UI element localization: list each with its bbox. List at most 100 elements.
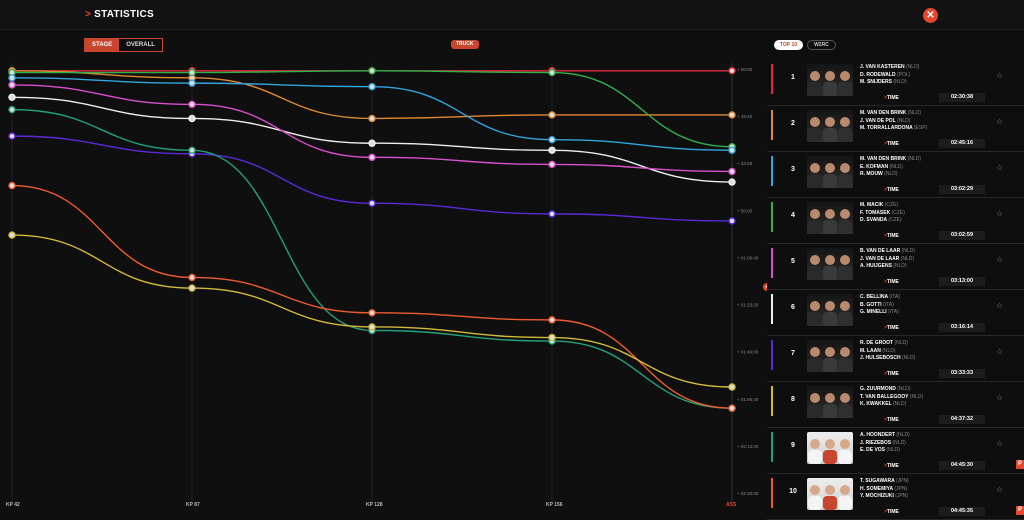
tab-top-10[interactable]: TOP 10: [774, 40, 804, 50]
crew-member: A. HOONDERT (NLD): [860, 432, 910, 440]
data-point[interactable]: [368, 82, 376, 91]
crew-names: M. VAN DEN BRINK (NLD) J. VAN DE POL (NLD…: [860, 110, 927, 133]
crew-member-nationality: (NLD): [897, 386, 911, 392]
data-point[interactable]: [548, 135, 556, 144]
crew-member: M. SNIJDERS (NLD): [860, 79, 919, 87]
favorite-star-icon[interactable]: ☆: [996, 347, 1004, 356]
time-label-text: TIME: [886, 95, 899, 101]
crew-names: J. VAN KASTEREN (NLD) D. RODEWALD (POL) M.…: [860, 64, 919, 87]
data-point[interactable]: [548, 146, 556, 154]
standings-row[interactable]: 7 R. DE GROOT (NLD) M. LAAN (NLD) J. HULSEB…: [767, 337, 1024, 382]
favorite-star-icon[interactable]: ☆: [996, 163, 1004, 172]
crew-member-name: E. DE VOS: [860, 447, 887, 453]
crew-names: B. VAN DE LAAR (NLD) J. VAN DE LAAR (NLD)…: [860, 248, 915, 271]
position-number: 5: [791, 258, 795, 265]
data-point[interactable]: [728, 178, 736, 186]
crew-photo: [807, 432, 853, 464]
time-label-arrow: >: [884, 371, 887, 377]
data-point[interactable]: [728, 217, 736, 225]
data-point[interactable]: [188, 284, 196, 292]
data-point[interactable]: [188, 273, 196, 282]
data-point[interactable]: [368, 323, 376, 331]
crew-photo: [807, 156, 853, 188]
data-point[interactable]: [368, 114, 376, 123]
time-label-text: TIME: [886, 325, 899, 331]
standings-row[interactable]: 2 M. VAN DEN BRINK (NLD) J. VAN DE POL (NL…: [767, 107, 1024, 152]
data-point[interactable]: [8, 105, 16, 114]
stage-button[interactable]: STAGE: [85, 39, 120, 51]
data-point[interactable]: [188, 146, 196, 154]
crew-member-name: J. VAN KASTEREN: [860, 64, 907, 70]
data-point[interactable]: [728, 383, 736, 391]
overall-button[interactable]: OVERALL: [126, 42, 155, 48]
data-point[interactable]: [368, 67, 376, 75]
crew-member-name: J. HULSEBOSCH: [860, 355, 902, 361]
data-point[interactable]: [188, 79, 196, 87]
header-bar: > STATISTICS ✕: [0, 0, 1024, 30]
data-point[interactable]: [368, 139, 376, 147]
data-point[interactable]: [548, 333, 556, 342]
standings-row[interactable]: 6 C. BELLINA (ITA) B. GOTTI (ITA) G. MINELL…: [767, 291, 1024, 336]
data-point[interactable]: [368, 309, 376, 317]
time-value: 02:45:16: [939, 139, 985, 148]
crew-member: B. VAN DE LAAR (NLD): [860, 248, 915, 256]
standings-row[interactable]: 4 M. MACIK (CZE) F. TOMASEK (CZE) D. SVANDA…: [767, 199, 1024, 244]
data-point[interactable]: [548, 111, 556, 119]
data-point[interactable]: [548, 160, 556, 169]
title-arrow: >: [85, 9, 92, 20]
favorite-star-icon[interactable]: ☆: [996, 485, 1004, 494]
favorite-star-icon[interactable]: ☆: [996, 117, 1004, 126]
data-point[interactable]: [188, 100, 196, 109]
data-point[interactable]: [8, 81, 16, 89]
crew-names: C. BELLINA (ITA) B. GOTTI (ITA) G. MINELLI…: [860, 294, 900, 317]
tab-w2rc[interactable]: W2RC: [807, 40, 836, 50]
crew-member-nationality: (NLD): [896, 432, 910, 438]
time-label-arrow: >: [884, 417, 887, 423]
data-point[interactable]: [8, 231, 16, 239]
standings-row[interactable]: 9 A. HOONDERT (NLD) J. RIEZEBOS (NLD) E. DE…: [767, 429, 1024, 474]
favorite-star-icon[interactable]: ☆: [996, 71, 1004, 80]
data-point[interactable]: [728, 67, 736, 75]
favorite-star-icon[interactable]: ☆: [996, 209, 1004, 218]
favorite-star-icon[interactable]: ☆: [996, 393, 1004, 402]
data-point[interactable]: [728, 146, 736, 154]
crew-member-nationality: (ESP): [913, 125, 928, 131]
data-point[interactable]: [8, 93, 16, 101]
crew-member: K. KWAKKEL (NLD): [860, 401, 923, 409]
data-point[interactable]: [728, 167, 736, 176]
series-line-6: [11, 84, 733, 173]
standings-row[interactable]: 8 G. ZUURMOND (NLD) T. VAN BALLEGOOY (NLD)…: [767, 383, 1024, 428]
crew-names: R. DE GROOT (NLD) M. LAAN (NLD) J. HULSEBO…: [860, 340, 915, 363]
standings-row[interactable]: 10 T. SUGAWARA (JPN) H. SOMEMIYA (JPN) Y. M…: [767, 475, 1024, 520]
data-point[interactable]: [8, 74, 16, 82]
crew-member: J. RIEZEBOS (NLD): [860, 440, 910, 448]
data-point[interactable]: [188, 114, 196, 123]
data-point[interactable]: [728, 404, 736, 412]
data-point[interactable]: [8, 181, 16, 190]
data-point[interactable]: [188, 68, 196, 77]
time-label-arrow: >: [884, 509, 887, 515]
standings-tabs: TOP 10 W2RC: [774, 40, 836, 50]
data-point[interactable]: [728, 111, 736, 119]
data-point[interactable]: [8, 132, 16, 140]
time-label: >TIME: [884, 233, 899, 239]
standings-row[interactable]: 3 M. VAN DEN BRINK (NLD) E. KOFMAN (NLD) R.…: [767, 153, 1024, 198]
crew-photo: [807, 64, 853, 96]
crew-member-nationality: (NLD): [909, 393, 924, 400]
standings-row[interactable]: 1 J. VAN KASTEREN (NLD) D. RODEWALD (POL) M…: [767, 61, 1024, 106]
crew-member-name: E. KOFMAN: [860, 163, 890, 170]
data-point[interactable]: [548, 68, 556, 77]
data-point[interactable]: [368, 153, 376, 162]
data-point[interactable]: [548, 316, 556, 324]
truck-category-badge[interactable]: TRUCK: [451, 40, 479, 49]
crew-member-nationality: (CZE): [884, 202, 899, 208]
close-button[interactable]: ✕: [923, 8, 938, 23]
time-label: >TIME: [884, 95, 899, 101]
position-number: 4: [791, 212, 795, 219]
data-point[interactable]: [548, 210, 556, 218]
standings-row[interactable]: 5 B. VAN DE LAAR (NLD) J. VAN DE LAAR (NLD…: [767, 245, 1024, 290]
favorite-star-icon[interactable]: ☆: [996, 301, 1004, 310]
favorite-star-icon[interactable]: ☆: [996, 255, 1004, 264]
data-point[interactable]: [368, 199, 376, 207]
favorite-star-icon[interactable]: ☆: [996, 439, 1004, 448]
